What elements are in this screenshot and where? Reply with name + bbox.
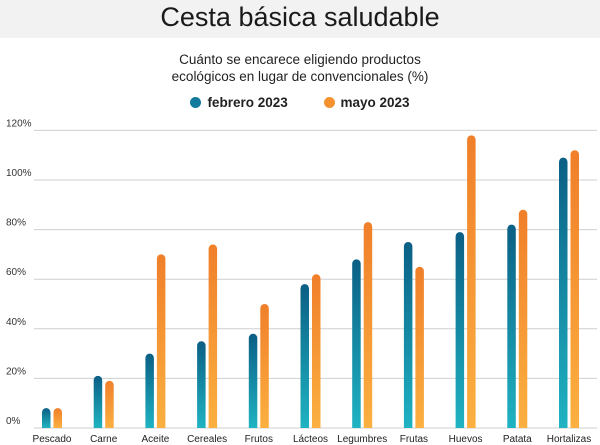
legend-item-febrero: febrero 2023 [190,95,288,110]
x-tick-label: Cereales [187,434,227,445]
chart-subtitle: Cuánto se encarece eligiendo productos e… [0,51,600,85]
bar-febrero [507,224,516,428]
bar-febrero [197,341,206,428]
bar-febrero [403,242,413,428]
y-tick-label: 60% [6,267,26,278]
bar-mayo [260,304,269,428]
title-band [0,0,600,38]
bar-mayo [570,150,579,429]
bar-mayo [53,408,62,428]
bar-mayo [156,254,166,428]
legend-item-mayo: mayo 2023 [323,95,410,110]
x-tick-label: Legumbres [337,434,387,445]
y-tick-label: 20% [6,366,26,377]
bar-febrero [248,333,258,428]
chart-legend: febrero 2023 mayo 2023 [0,95,600,111]
x-tick-label: Patata [503,434,532,445]
y-tick-label: 40% [6,317,26,328]
bar-mayo [467,135,476,429]
bar-mayo [312,274,321,428]
legend-swatch-mayo [323,97,335,108]
bar-febrero [559,157,568,428]
bar-febrero [93,375,103,428]
legend-label-mayo: mayo 2023 [340,95,410,110]
bar-febrero [145,353,154,428]
bar-mayo [415,266,424,428]
x-tick-label: Carne [90,434,118,445]
bar-febrero [352,259,361,428]
bar-febrero [42,408,51,428]
x-tick-label: Aceite [142,434,170,445]
legend-label-febrero: febrero 2023 [207,95,288,110]
legend-swatch-febrero [190,97,202,108]
y-tick-label: 120% [6,118,32,129]
y-tick-label: 0% [6,416,21,427]
x-tick-label: Pescado [33,434,72,445]
subtitle-line-1: Cuánto se encarece eligiendo productos [179,52,421,67]
page-title: Cesta básica saludable [160,2,440,32]
x-tick-label: Lácteos [293,434,328,445]
y-tick-label: 80% [6,218,26,229]
subtitle-line-2: ecológicos en lugar de convencionales (%… [171,69,429,84]
bar-febrero [300,284,309,428]
y-tick-label: 100% [6,168,32,179]
bar-mayo [363,222,373,428]
x-tick-label: Huevos [449,434,483,445]
bar-mayo [105,380,114,428]
x-tick-label: Frutos [245,434,273,445]
bar-mayo [208,244,218,428]
x-tick-label: Hortalizas [547,434,591,445]
x-tick-label: Frutas [400,434,428,445]
bar-mayo [518,209,528,428]
bar-febrero [455,232,465,428]
